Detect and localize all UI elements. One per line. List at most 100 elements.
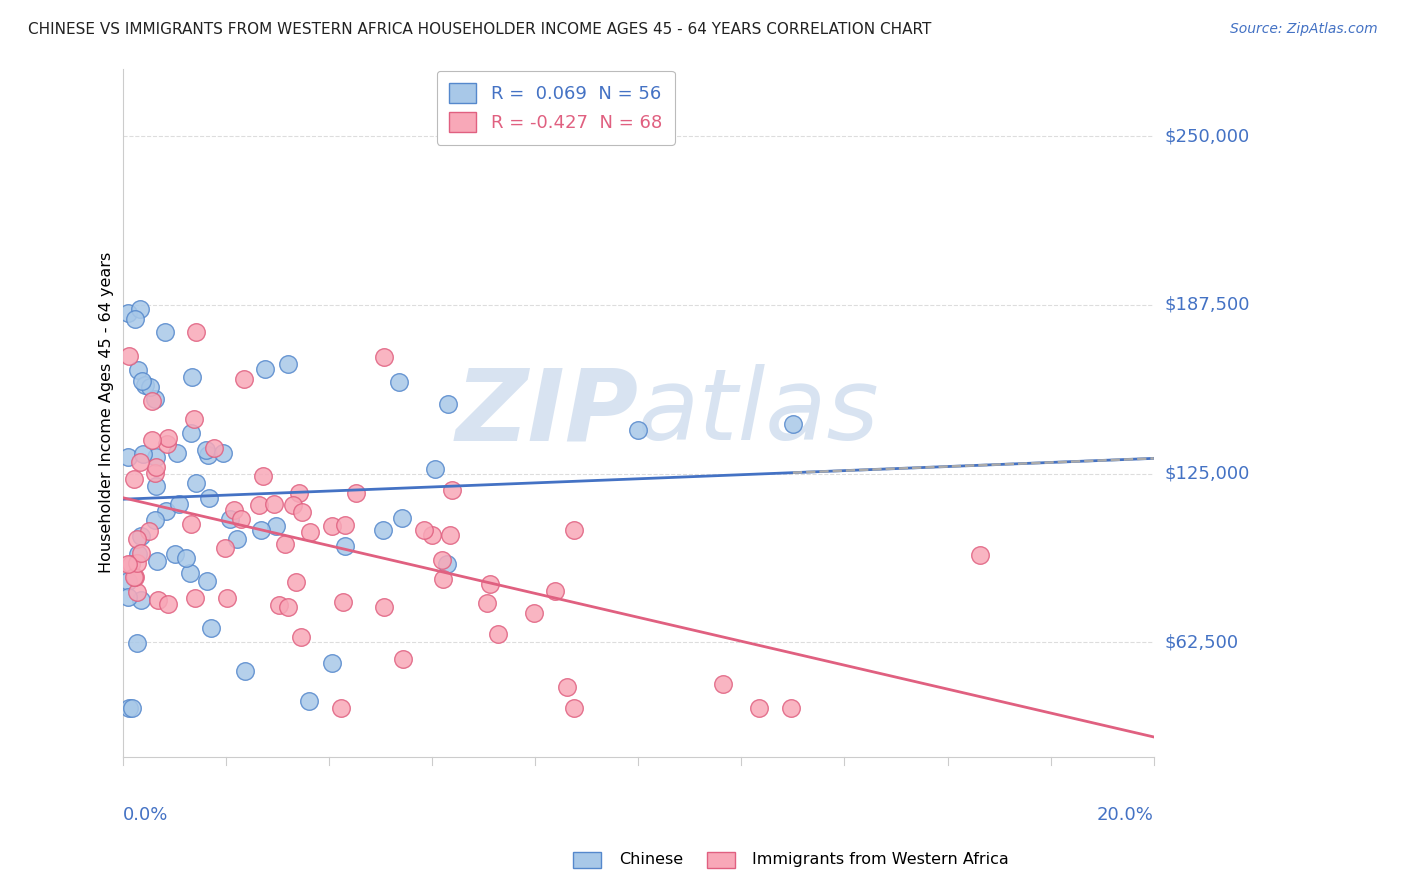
Point xyxy=(180,517,202,532)
Point xyxy=(233,372,256,386)
Point xyxy=(290,630,312,644)
Point xyxy=(174,551,197,566)
Point xyxy=(321,518,343,533)
Point xyxy=(437,397,460,411)
Point xyxy=(180,369,202,384)
Text: 0.0%: 0.0% xyxy=(122,805,169,823)
Text: $125,000: $125,000 xyxy=(1166,465,1250,483)
Point xyxy=(117,590,139,604)
Text: Chinese: Chinese xyxy=(619,852,683,867)
Point xyxy=(157,597,180,611)
Point xyxy=(335,539,357,553)
Point xyxy=(212,446,235,460)
Point xyxy=(141,393,163,408)
Point xyxy=(267,598,290,612)
Point xyxy=(332,595,354,609)
Bar xyxy=(574,852,602,868)
Point xyxy=(117,557,139,571)
Point xyxy=(145,460,167,475)
Point xyxy=(131,529,153,543)
Point xyxy=(329,701,352,715)
Point xyxy=(344,486,367,500)
Point xyxy=(420,528,443,542)
Point xyxy=(247,498,270,512)
Point xyxy=(131,374,153,388)
Point xyxy=(146,554,169,568)
Bar xyxy=(707,852,734,868)
Point xyxy=(202,441,225,455)
Text: $187,500: $187,500 xyxy=(1166,296,1250,314)
Point xyxy=(333,518,356,533)
Point xyxy=(215,591,238,606)
Point xyxy=(250,523,273,537)
Point xyxy=(124,312,146,326)
Point xyxy=(155,437,177,451)
Point xyxy=(264,518,287,533)
Text: $62,500: $62,500 xyxy=(1166,633,1239,651)
Point xyxy=(131,593,153,607)
Point xyxy=(425,461,447,475)
Point xyxy=(224,503,246,517)
Point xyxy=(373,350,395,364)
Point xyxy=(118,349,141,363)
Point xyxy=(122,570,145,584)
Point xyxy=(166,445,188,459)
Point xyxy=(120,557,142,571)
Point xyxy=(127,363,149,377)
Point xyxy=(183,591,205,606)
Point xyxy=(299,525,322,540)
Point xyxy=(197,448,219,462)
Text: $250,000: $250,000 xyxy=(1166,127,1250,145)
Point xyxy=(748,701,770,715)
Point xyxy=(440,483,463,497)
Point xyxy=(523,606,546,620)
Point xyxy=(218,512,240,526)
Point xyxy=(129,547,152,561)
Point xyxy=(478,576,501,591)
Point xyxy=(779,701,801,715)
Point xyxy=(430,553,453,567)
Text: 20.0%: 20.0% xyxy=(1097,805,1154,823)
Point xyxy=(117,450,139,465)
Point xyxy=(277,357,299,371)
Point xyxy=(148,593,170,607)
Point xyxy=(288,485,311,500)
Point xyxy=(127,556,149,570)
Point xyxy=(127,585,149,599)
Point xyxy=(371,523,394,537)
Point xyxy=(562,523,585,537)
Point xyxy=(141,434,163,448)
Point xyxy=(391,511,413,525)
Point xyxy=(281,498,304,512)
Point xyxy=(145,450,167,464)
Point xyxy=(413,523,436,537)
Point xyxy=(132,447,155,461)
Point xyxy=(200,621,222,635)
Point xyxy=(143,467,166,481)
Point xyxy=(117,305,139,319)
Point xyxy=(432,572,454,586)
Text: Immigrants from Western Africa: Immigrants from Western Africa xyxy=(752,852,1010,867)
Point xyxy=(134,378,156,392)
Point xyxy=(277,600,299,615)
Point xyxy=(373,599,395,614)
Point xyxy=(298,694,321,708)
Point xyxy=(226,532,249,546)
Text: CHINESE VS IMMIGRANTS FROM WESTERN AFRICA HOUSEHOLDER INCOME AGES 45 - 64 YEARS : CHINESE VS IMMIGRANTS FROM WESTERN AFRIC… xyxy=(28,22,932,37)
Point xyxy=(145,479,167,493)
Legend: R =  0.069  N = 56, R = -0.427  N = 68: R = 0.069 N = 56, R = -0.427 N = 68 xyxy=(437,70,675,145)
Point xyxy=(321,657,343,671)
Point xyxy=(184,325,207,339)
Point xyxy=(477,596,499,610)
Point xyxy=(143,513,166,527)
Point xyxy=(284,574,307,589)
Point xyxy=(138,524,160,538)
Point xyxy=(214,541,236,556)
Point xyxy=(782,417,804,432)
Point xyxy=(231,512,253,526)
Point xyxy=(436,557,458,571)
Point xyxy=(118,701,141,715)
Point xyxy=(117,574,139,588)
Point xyxy=(129,301,152,316)
Point xyxy=(153,325,176,339)
